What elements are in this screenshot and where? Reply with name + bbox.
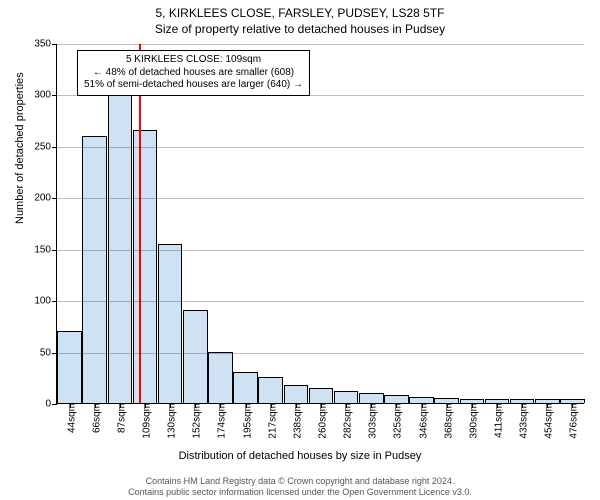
histogram-bar — [82, 136, 107, 403]
annotation-line-1: 5 KIRKLEES CLOSE: 109sqm — [84, 54, 303, 67]
y-tick-label: 150 — [34, 244, 57, 255]
grid-line — [57, 147, 584, 148]
grid-line — [57, 301, 584, 302]
annotation-line-2: ← 48% of detached houses are smaller (60… — [84, 67, 303, 80]
footer-line-1: Contains HM Land Registry data © Crown c… — [0, 476, 600, 487]
x-tick-label: 195sqm — [238, 403, 253, 439]
x-tick-label: 152sqm — [188, 403, 203, 439]
histogram-bar — [384, 395, 409, 403]
x-tick-label: 411sqm — [490, 403, 505, 438]
x-tick-label: 346sqm — [414, 403, 429, 439]
plot-region: 5 KIRKLEES CLOSE: 109sqm ← 48% of detach… — [56, 44, 584, 404]
histogram-bar — [258, 377, 283, 403]
histogram-bar — [334, 391, 359, 403]
x-tick-label: 260sqm — [314, 403, 329, 439]
marker-line — [139, 44, 141, 403]
y-tick-label: 300 — [34, 90, 57, 101]
x-tick-label: 368sqm — [439, 403, 454, 439]
histogram-bar — [284, 385, 309, 404]
y-tick-label: 100 — [34, 296, 57, 307]
x-tick-label: 325sqm — [389, 403, 404, 439]
grid-line — [57, 250, 584, 251]
footer-line-2: Contains public sector information licen… — [0, 487, 600, 498]
histogram-bar — [158, 244, 183, 403]
title-main: 5, KIRKLEES CLOSE, FARSLEY, PUDSEY, LS28… — [0, 6, 600, 20]
chart-area: 5 KIRKLEES CLOSE: 109sqm ← 48% of detach… — [56, 44, 584, 404]
x-tick-label: 217sqm — [263, 403, 278, 439]
histogram-bar — [233, 372, 258, 403]
x-tick-label: 87sqm — [112, 403, 127, 433]
x-tick-label: 109sqm — [138, 403, 153, 439]
x-tick-label: 390sqm — [464, 403, 479, 439]
x-tick-label: 282sqm — [339, 403, 354, 439]
x-tick-label: 130sqm — [163, 403, 178, 439]
annotation-box: 5 KIRKLEES CLOSE: 109sqm ← 48% of detach… — [77, 50, 310, 96]
y-tick-label: 350 — [34, 39, 57, 50]
grid-line — [57, 198, 584, 199]
title-sub: Size of property relative to detached ho… — [0, 22, 600, 36]
x-axis-label: Distribution of detached houses by size … — [0, 450, 600, 462]
histogram-bar — [359, 393, 384, 403]
x-tick-label: 303sqm — [364, 403, 379, 439]
histogram-bars — [57, 44, 584, 403]
x-tick-label: 174sqm — [213, 403, 228, 439]
y-tick-label: 0 — [45, 399, 57, 410]
grid-line — [57, 95, 584, 96]
grid-line — [57, 353, 584, 354]
x-tick-label: 44sqm — [62, 403, 77, 433]
y-tick-label: 50 — [40, 347, 57, 358]
annotation-line-3: 51% of semi-detached houses are larger (… — [84, 79, 303, 92]
grid-line — [57, 44, 584, 45]
x-tick-label: 238sqm — [288, 403, 303, 439]
x-tick-label: 476sqm — [565, 403, 580, 439]
histogram-bar — [183, 310, 208, 403]
y-tick-label: 200 — [34, 193, 57, 204]
footer: Contains HM Land Registry data © Crown c… — [0, 476, 600, 498]
histogram-bar — [309, 388, 334, 403]
x-tick-label: 454sqm — [540, 403, 555, 439]
x-tick-label: 66sqm — [87, 403, 102, 433]
histogram-bar — [57, 331, 82, 403]
chart-titles: 5, KIRKLEES CLOSE, FARSLEY, PUDSEY, LS28… — [0, 0, 600, 36]
histogram-bar — [208, 352, 233, 403]
x-tick-label: 433sqm — [515, 403, 530, 439]
histogram-bar — [133, 130, 158, 403]
y-axis-label: Number of detached properties — [14, 72, 26, 224]
y-tick-label: 250 — [34, 141, 57, 152]
